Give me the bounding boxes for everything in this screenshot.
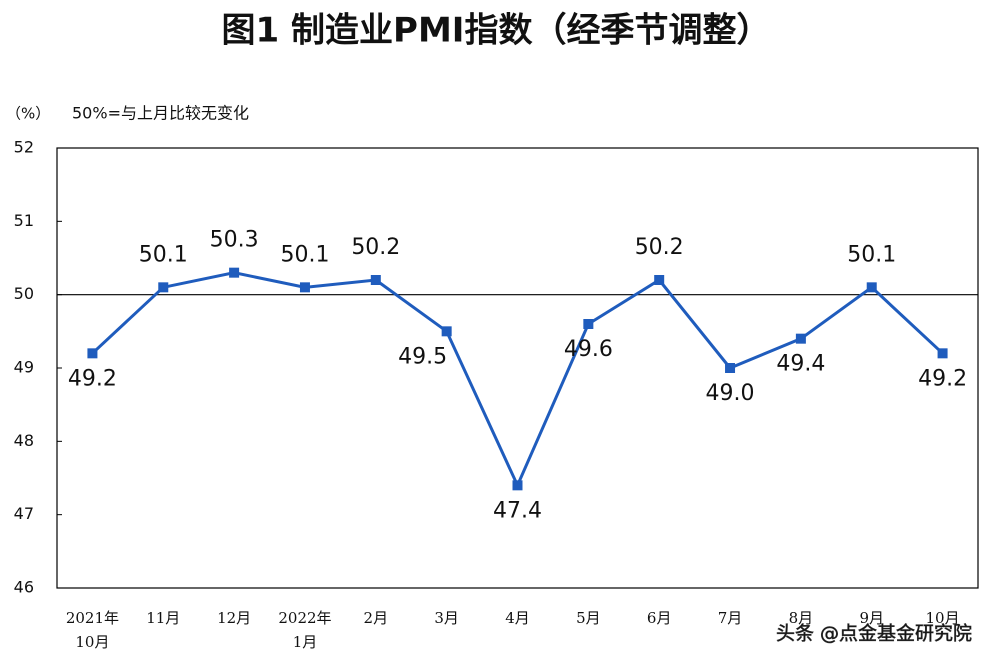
x-tick-label: 9月 [859,609,884,627]
y-tick-label: 52 [14,138,34,157]
marker [87,348,98,359]
series-line [91,271,944,489]
data-label: 50.1 [847,242,896,267]
data-label: 49.5 [398,344,447,369]
y-unit: （%） [6,105,50,123]
y-tick-label: 47 [14,504,34,523]
data-label: 50.3 [210,228,259,253]
y-tick-label: 49 [14,358,34,377]
data-label: 49.4 [776,352,825,377]
y-tick-label: 51 [14,211,34,230]
marker [370,275,381,285]
marker [512,480,523,491]
y-tick-label: 50 [14,284,34,303]
marker [299,282,310,293]
annotation: 50%=与上月比较无变化 [72,104,249,123]
x-tick-label: 5月 [576,609,601,627]
data-label: 49.2 [68,366,117,391]
data-label: 47.4 [493,498,542,523]
watermark: 头条 @点金基金研究院 [776,623,972,645]
data-label: 50.2 [351,235,400,260]
y-tick-label: 48 [14,431,34,450]
x-tick-label: 11月 [146,609,180,627]
x-tick-label: 2月 [364,609,389,627]
marker [654,275,665,285]
data-label: 49.6 [564,337,613,362]
data-label: 50.1 [280,242,329,267]
x-tick-label: 10月 [926,609,960,627]
chart-title: 图1 制造业PMI指数（经季节调整） [222,11,771,51]
x-tick-label: 6月 [647,609,672,627]
x-tick-label: 7月 [718,609,743,627]
marker [229,267,240,278]
data-label: 49.2 [918,366,967,391]
data-label: 50.2 [635,235,684,260]
x-tick-label: 3月 [434,609,459,627]
marker [158,282,169,293]
x-tick-label: 2022年 1月 [278,609,331,651]
marker [441,326,452,337]
data-label: 49.0 [706,381,755,406]
x-tick-label: 8月 [789,609,814,627]
marker [866,282,877,293]
marker [583,319,594,329]
y-tick-label: 46 [14,578,34,597]
marker [937,348,948,359]
x-tick-label: 12月 [217,609,251,627]
x-tick-label: 2021年 10月 [66,609,119,651]
marker [795,333,806,344]
data-label: 50.1 [139,242,188,267]
x-tick-label: 4月 [505,609,530,627]
marker [725,363,736,373]
